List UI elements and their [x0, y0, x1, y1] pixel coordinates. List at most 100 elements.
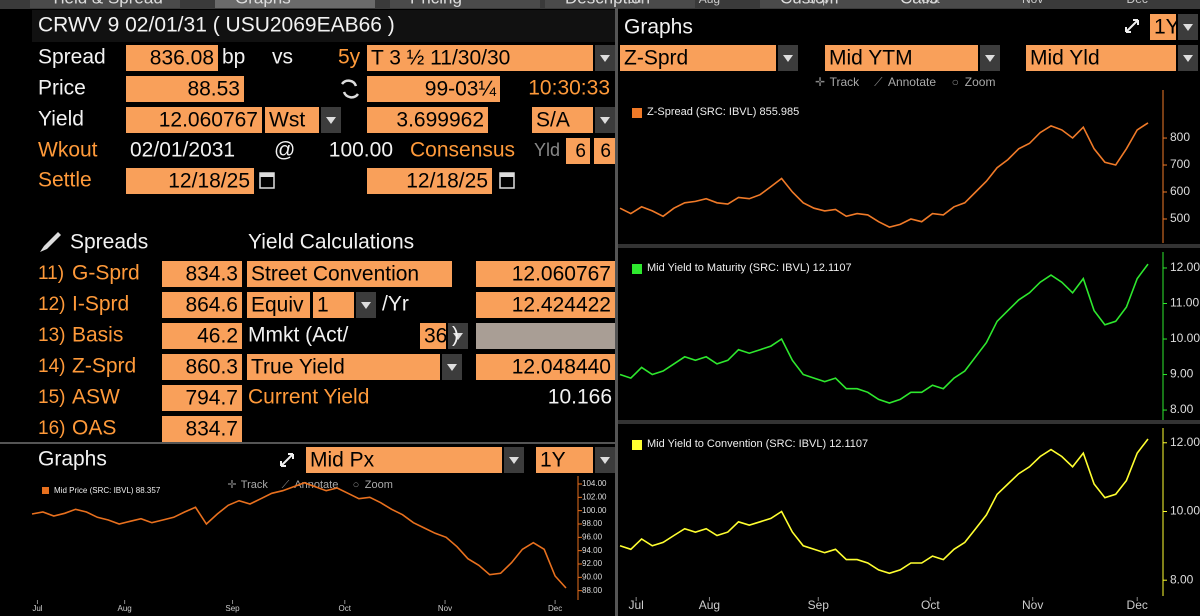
input-field[interactable]	[126, 76, 244, 102]
y-tick-label: 104.00	[582, 479, 607, 488]
input-field[interactable]	[247, 261, 452, 287]
input-field[interactable]	[566, 138, 590, 164]
input-field[interactable]	[594, 138, 615, 164]
input-field[interactable]	[162, 323, 242, 349]
label: @	[274, 139, 295, 162]
field-text: Street Convention	[251, 263, 419, 286]
panel-title: Graphs	[38, 448, 107, 471]
dropdown[interactable]	[265, 107, 319, 133]
tab-label[interactable]: Calls	[900, 0, 938, 7]
edit-icon[interactable]	[40, 232, 61, 252]
tool-button[interactable]: Annotate	[888, 75, 936, 89]
input-field[interactable]	[162, 385, 242, 411]
tab[interactable]	[760, 0, 910, 8]
dropdown-arrow	[447, 364, 457, 371]
tool-button[interactable]: Zoom	[965, 75, 996, 89]
x-tick-label: Aug	[118, 604, 132, 613]
input-field[interactable]	[476, 261, 615, 287]
field-text: 794.7	[185, 387, 238, 410]
dropdown[interactable]	[367, 45, 593, 71]
dropdown-arrow	[509, 457, 519, 464]
dropdown[interactable]	[825, 45, 978, 71]
tab-label[interactable]: Description	[565, 0, 650, 7]
dropdown[interactable]	[1150, 14, 1176, 40]
field-text: 12.060767	[512, 263, 611, 286]
input-field[interactable]	[162, 292, 242, 318]
tab-label[interactable]: Yield & Spread	[50, 0, 163, 7]
tool-button[interactable]: Annotate	[294, 479, 338, 491]
legend-swatch	[42, 487, 49, 494]
field-text: 1Y	[1154, 16, 1180, 39]
legend-label: Mid Price (SRC: IBVL) 88.357	[54, 486, 161, 495]
label: 100.00	[329, 139, 393, 162]
tab[interactable]	[215, 0, 375, 8]
field-text: 6	[575, 141, 586, 162]
tool-button[interactable]: Track	[241, 479, 269, 491]
legend-swatch	[632, 264, 642, 274]
input-field[interactable]	[162, 416, 242, 442]
y-tick-label: 90.00	[582, 572, 603, 581]
field-text: 12.060767	[159, 109, 258, 132]
tool-button[interactable]: Zoom	[365, 479, 393, 491]
tool-icon: ⟋	[874, 75, 883, 89]
input-field[interactable]	[476, 354, 615, 380]
tool-icon: ⟋	[282, 479, 290, 491]
dropdown-arrow	[600, 55, 610, 62]
panel-title: Graphs	[624, 16, 693, 39]
input-field[interactable]	[126, 107, 262, 133]
dropdown[interactable]	[420, 323, 446, 349]
y-tick-label: 88.00	[582, 586, 603, 595]
x-tick-label: Oct	[921, 598, 940, 612]
dropdown[interactable]	[313, 292, 354, 318]
tab-label[interactable]: Custom	[780, 0, 839, 7]
dropdown-arrow	[361, 302, 371, 309]
field-text: 6	[600, 141, 611, 162]
field-text: S/A	[536, 109, 570, 132]
input-field[interactable]	[247, 292, 310, 318]
dropdown-arrow	[1183, 24, 1193, 31]
y-tick-label: 10.00	[1170, 331, 1200, 345]
security-title: CRWV 9 02/01/31 ( USU2069EAB66 )	[38, 14, 395, 37]
dropdown[interactable]	[247, 354, 440, 380]
section-title: Yield Calculations	[248, 231, 414, 254]
disabled-field[interactable]	[476, 323, 615, 349]
expand-icon[interactable]	[280, 453, 294, 467]
tool-button[interactable]: Track	[830, 75, 861, 89]
field-text: Mid Px	[310, 449, 375, 472]
refresh-icon[interactable]	[340, 79, 360, 99]
label: Current Yield	[248, 386, 369, 409]
input-field[interactable]	[367, 168, 492, 194]
tool-icon: ○	[353, 479, 360, 491]
dropdown-arrow	[783, 55, 793, 62]
calendar-icon-top	[260, 173, 274, 177]
x-tick-label: Dec	[548, 604, 562, 613]
input-field[interactable]	[126, 45, 218, 71]
tab[interactable]	[880, 0, 1030, 8]
dropdown[interactable]	[620, 45, 776, 71]
expand-icon[interactable]	[1125, 19, 1139, 33]
y-tick-label: 12.00	[1170, 260, 1200, 274]
label: ASW	[72, 386, 120, 409]
input-field[interactable]	[476, 292, 615, 318]
dropdown[interactable]	[306, 447, 502, 473]
tab[interactable]	[545, 0, 695, 8]
dropdown-arrow	[1183, 55, 1193, 62]
dropdown[interactable]	[536, 447, 593, 473]
tab-label[interactable]: Pricing	[410, 0, 462, 7]
dropdown-arrow	[453, 333, 463, 340]
price-line	[619, 122, 1149, 228]
x-tick-label: Dec	[1127, 598, 1148, 612]
tab-label[interactable]: Graphs	[235, 0, 291, 7]
input-field[interactable]	[126, 168, 254, 194]
dropdown[interactable]	[1026, 45, 1176, 71]
input-field[interactable]	[162, 261, 242, 287]
tab[interactable]	[30, 0, 180, 8]
tab[interactable]	[390, 0, 540, 8]
input-field[interactable]	[367, 107, 488, 133]
dropdown-arrow	[985, 55, 995, 62]
input-field[interactable]	[367, 76, 500, 102]
input-field[interactable]	[162, 354, 242, 380]
dropdown[interactable]	[532, 107, 593, 133]
